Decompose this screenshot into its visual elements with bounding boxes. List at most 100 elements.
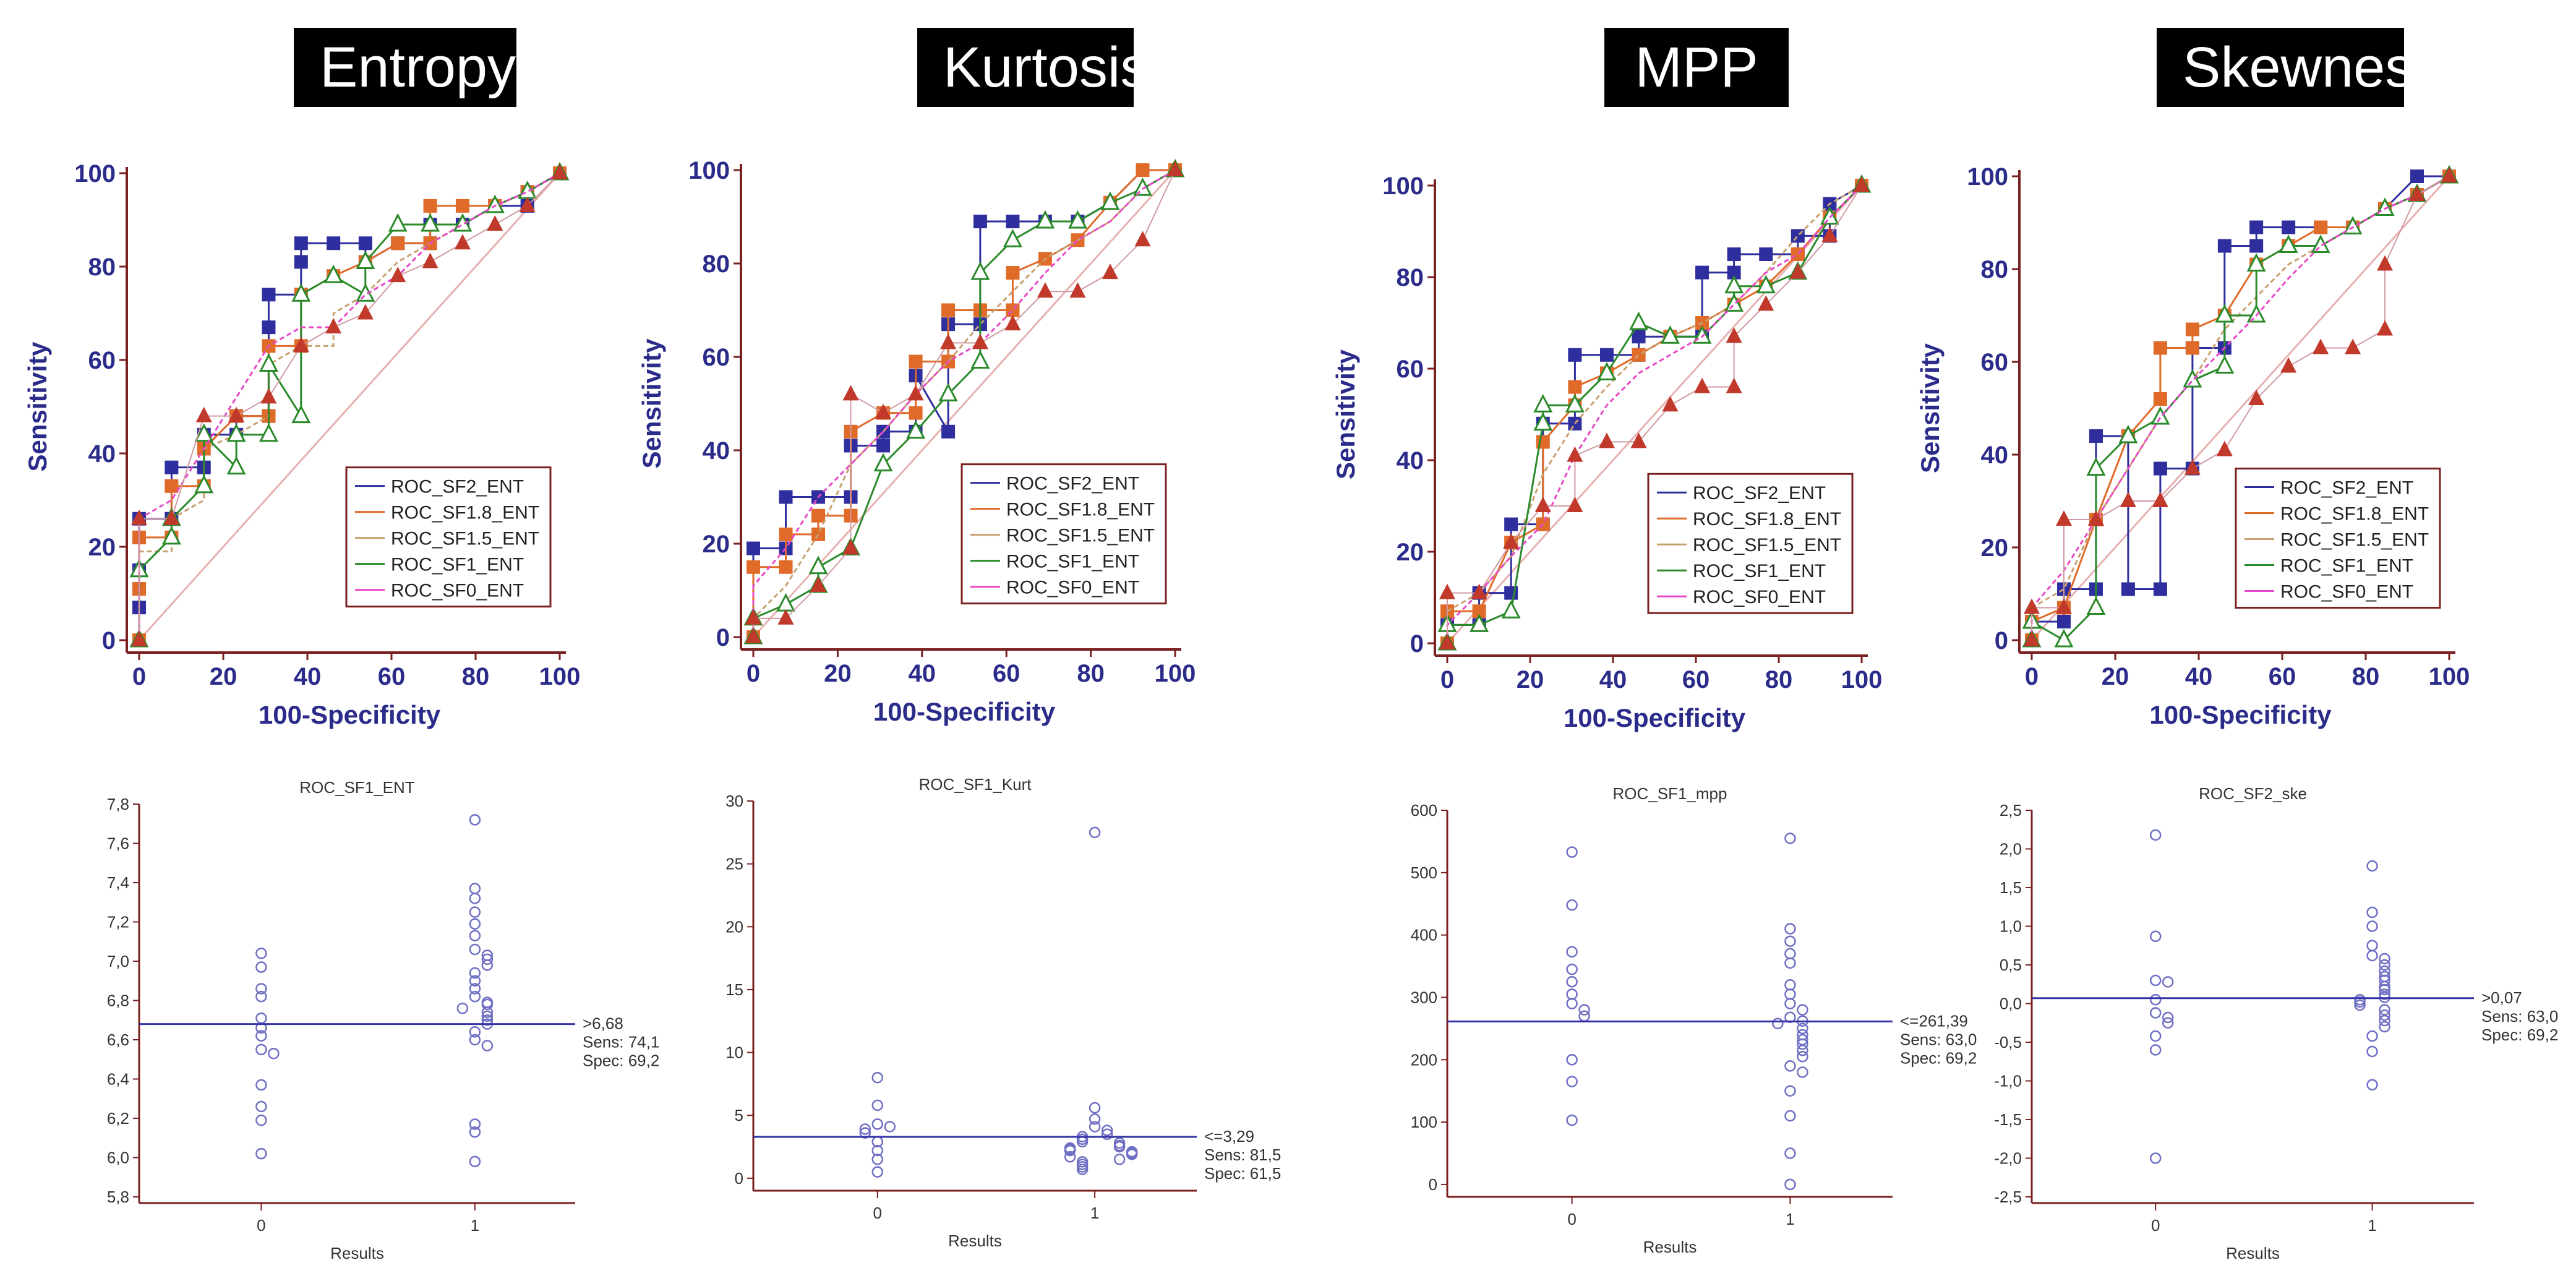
y-tick-label: 300 (1411, 988, 1437, 1006)
data-point (2354, 996, 2366, 1008)
diagonal-reference-line (2030, 175, 2450, 641)
cutoff-annotation: Spec: 69,2 (1900, 1048, 1977, 1067)
series-ROC_SF0_ENT (2030, 175, 2450, 640)
data-point (779, 560, 793, 574)
x-tick-label: 40 (909, 660, 936, 687)
data-point (2410, 169, 2424, 183)
y-tick-label: 6,4 (107, 1070, 129, 1089)
data-point (1089, 1121, 1101, 1133)
data-point (2313, 338, 2329, 354)
data-point (2366, 949, 2378, 962)
legend-label: ROC_SF1.5_ENT (391, 529, 539, 549)
y-tick-label: 15 (725, 980, 743, 999)
data-point (422, 252, 439, 268)
data-point (1503, 533, 1520, 549)
group-1-points (456, 814, 494, 1168)
data-point (481, 998, 494, 1011)
data-point (808, 555, 828, 575)
data-point (747, 541, 760, 555)
y-tick-label: 7,2 (107, 913, 129, 932)
data-point (871, 1071, 884, 1084)
data-point (1566, 1076, 1578, 1087)
data-point (1630, 432, 1647, 448)
data-point (871, 1154, 884, 1165)
x-tick-label: 0 (132, 663, 146, 690)
data-point (973, 215, 987, 229)
data-point (2366, 906, 2378, 919)
dot-plot-2: ROC_SF1_mpp 0 100 200 300 400 500 600 0 1 Results <… (1411, 784, 1977, 1256)
data-point (469, 1026, 481, 1038)
x-axis-label: Results (330, 1244, 384, 1262)
x-axis-label: Results (948, 1232, 1002, 1250)
legend-label: ROC_SF0_ENT (1693, 587, 1826, 607)
data-point (163, 509, 180, 525)
y-tick-label: -0,5 (1994, 1033, 2022, 1052)
data-point (859, 1127, 871, 1139)
data-point (1566, 976, 1578, 988)
data-point (1726, 377, 1742, 393)
data-point (2056, 615, 2071, 628)
data-point (776, 593, 795, 612)
data-point (1533, 393, 1553, 413)
data-point (255, 1147, 267, 1160)
data-point (2280, 357, 2297, 373)
data-point (228, 406, 245, 422)
data-point (485, 194, 505, 213)
data-point (1566, 946, 1578, 958)
x-tick-label: 20 (210, 663, 237, 690)
data-point (421, 213, 440, 232)
data-point (2246, 304, 2266, 323)
x-axis-label: 100-Specificity (259, 700, 441, 729)
data-point (2377, 320, 2394, 336)
y-tick-label: 0 (102, 627, 116, 654)
data-point (1599, 348, 1614, 362)
data-point (469, 975, 481, 987)
data-point (1113, 1141, 1126, 1153)
dot-plot-0: ROC_SF1_ENT 5,8 6,0 6,2 6,4 6,6 6,8 7,0 7,2 7,4 7,… (107, 778, 659, 1262)
data-point (2121, 582, 2135, 596)
cutoff-annotation: Sens: 81,5 (1204, 1146, 1281, 1164)
roc-chart-3: 0 20 40 60 80 100 0 20 40 60 80 100 100-Specificity S… (1915, 163, 2470, 729)
y-tick-label: 100 (74, 160, 116, 187)
group-1-points (2354, 860, 2390, 1090)
data-point (876, 439, 891, 453)
data-point (469, 943, 481, 956)
y-tick-label: 400 (1411, 926, 1437, 945)
data-point (2162, 1011, 2174, 1024)
data-point (1100, 191, 1120, 210)
y-tick-label: 60 (703, 344, 730, 371)
y-tick-label: 0 (1410, 630, 1424, 658)
data-point (1064, 1151, 1076, 1163)
data-point (1568, 380, 1582, 394)
data-point (2149, 994, 2162, 1006)
data-point (1784, 1147, 1796, 1159)
series-line (752, 169, 1176, 637)
data-point (1102, 263, 1118, 280)
data-point (1660, 325, 1680, 344)
group-0-points (859, 1071, 896, 1178)
data-point (255, 1012, 267, 1024)
data-point (1567, 497, 1583, 512)
data-point (293, 336, 309, 353)
x-tick-label: 1 (2368, 1216, 2376, 1235)
y-tick-label: 7,8 (107, 795, 129, 813)
data-point (2024, 598, 2040, 614)
data-point (1784, 923, 1796, 935)
data-point (1136, 163, 1150, 177)
data-point (1759, 247, 1773, 261)
data-point (469, 814, 481, 826)
data-point (1037, 282, 1053, 298)
data-point (1113, 1154, 1126, 1165)
group-1-points (1772, 833, 1808, 1191)
data-point (2441, 167, 2457, 182)
data-point (1797, 1044, 1808, 1056)
series-ROC_SF1.5_ENT (1446, 184, 1862, 643)
cutoff-annotation: Spec: 69,2 (583, 1052, 659, 1070)
data-point (1565, 393, 1585, 413)
y-tick-label: 40 (703, 437, 730, 465)
data-point (481, 1014, 494, 1026)
data-point (907, 385, 924, 401)
y-tick-label: 0 (1429, 1175, 1437, 1194)
data-point (2379, 953, 2390, 965)
data-point (1724, 293, 1744, 312)
